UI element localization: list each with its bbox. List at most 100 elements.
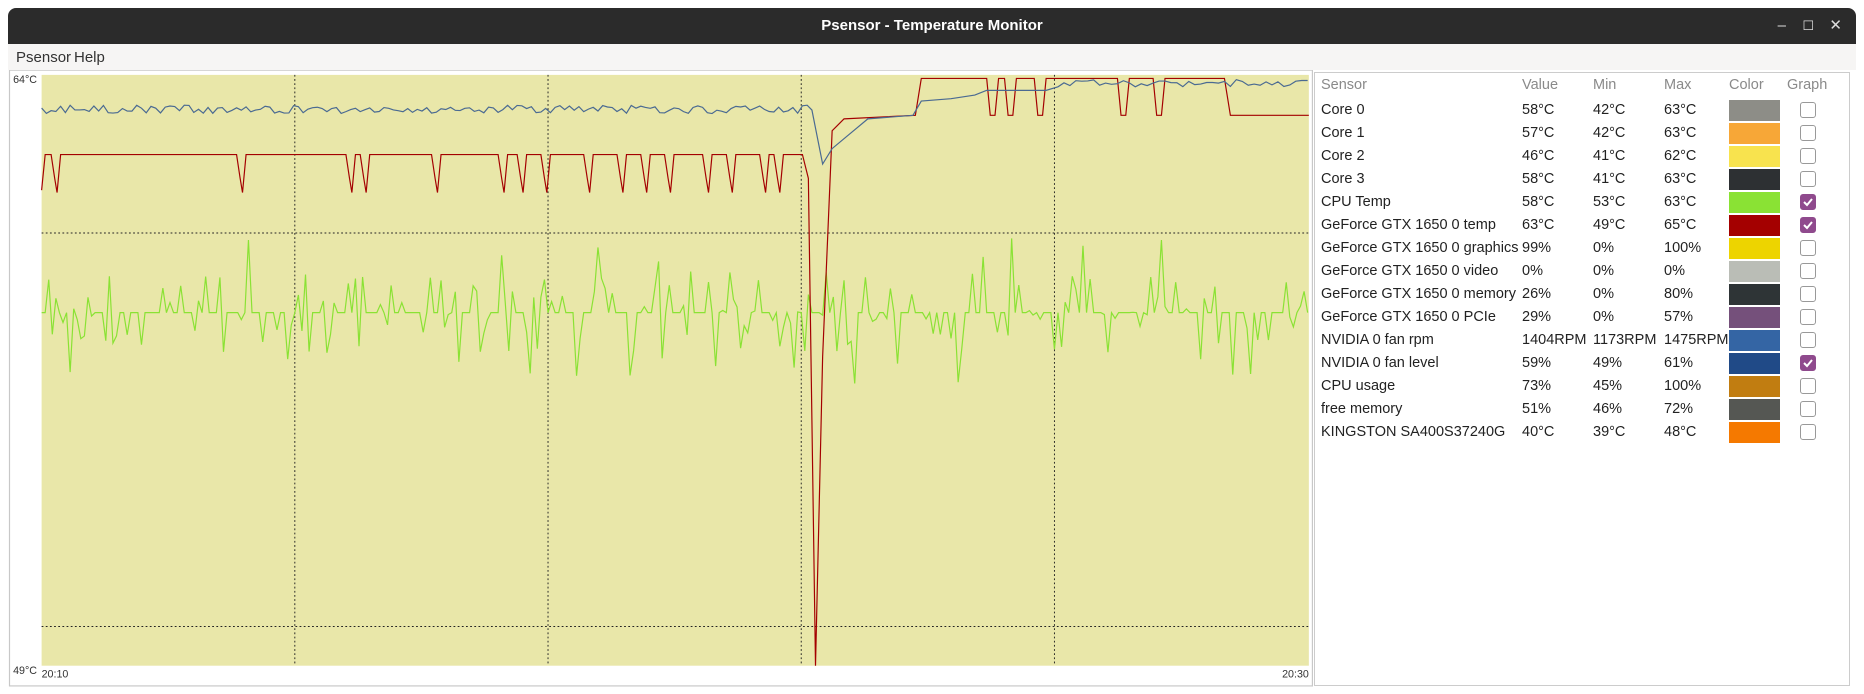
color-swatch[interactable] [1729, 399, 1780, 420]
cell-value: 59% [1522, 355, 1552, 371]
graph-checkbox[interactable] [1800, 378, 1816, 394]
cell-min: 0% [1593, 263, 1614, 279]
check-path [1803, 359, 1813, 368]
graph-checkbox[interactable] [1800, 286, 1816, 302]
graph-checkbox[interactable] [1800, 263, 1816, 279]
menu-bar: Psensor Help [8, 44, 1856, 70]
cell-max: 0% [1664, 263, 1685, 279]
graph-checkbox[interactable] [1800, 332, 1816, 348]
maximize-button[interactable]: ☐ [1802, 18, 1814, 33]
check-mark [1803, 198, 1813, 207]
menu-item[interactable]: Help [74, 49, 105, 66]
cell-sensor: GeForce GTX 1650 0 memory [1321, 286, 1517, 302]
cell-sensor: GeForce GTX 1650 0 PCIe [1321, 309, 1496, 325]
cell-value: 40°C [1522, 424, 1555, 440]
plot-area [41, 74, 1309, 666]
color-swatch[interactable] [1729, 192, 1780, 213]
cell-value: 57°C [1522, 125, 1555, 141]
color-swatch[interactable] [1729, 215, 1780, 236]
cell-max: 65°C [1664, 217, 1697, 233]
cell-value: 46°C [1522, 148, 1555, 164]
cell-sensor: NVIDIA 0 fan rpm [1321, 332, 1434, 348]
cell-max: 72% [1664, 401, 1694, 417]
cell-value: 29% [1522, 309, 1552, 325]
graph-checkbox[interactable] [1800, 240, 1816, 256]
graph-checkbox[interactable] [1800, 171, 1816, 187]
check-mark [1803, 359, 1813, 368]
graph-checkbox[interactable] [1800, 148, 1816, 164]
column-header[interactable]: Value [1522, 77, 1559, 93]
cell-min: 1173RPM [1593, 332, 1657, 348]
check-path [1803, 198, 1813, 207]
color-swatch[interactable] [1729, 422, 1780, 443]
cell-sensor: Core 2 [1321, 148, 1365, 164]
cell-max: 63°C [1664, 125, 1697, 141]
minimize-button[interactable]: – [1777, 17, 1786, 34]
column-header[interactable]: Min [1593, 77, 1617, 93]
cell-max: 57% [1664, 309, 1694, 325]
cell-max: 63°C [1664, 171, 1697, 187]
color-swatch[interactable] [1729, 123, 1780, 144]
cell-sensor: NVIDIA 0 fan level [1321, 355, 1439, 371]
y-min-label: 49°C [13, 665, 37, 677]
check-path [1803, 221, 1813, 230]
cell-max: 100% [1664, 240, 1702, 256]
graph-checkbox[interactable] [1800, 217, 1816, 233]
graph-checkbox[interactable] [1800, 309, 1816, 325]
cell-min: 45% [1593, 378, 1623, 394]
cell-sensor: GeForce GTX 1650 0 temp [1321, 217, 1496, 233]
cell-sensor: CPU Temp [1321, 194, 1391, 210]
cell-min: 39°C [1593, 424, 1626, 440]
column-header[interactable]: Graph [1787, 77, 1828, 93]
color-swatch[interactable] [1729, 376, 1780, 397]
cell-sensor: CPU usage [1321, 378, 1396, 394]
menu-item[interactable]: Psensor [16, 49, 72, 66]
x-end-label: 20:30 [1282, 669, 1309, 681]
color-swatch[interactable] [1729, 146, 1780, 167]
window-title: Psensor - Temperature Monitor [821, 17, 1043, 34]
column-header[interactable]: Sensor [1321, 77, 1367, 93]
color-swatch[interactable] [1729, 261, 1780, 282]
column-header[interactable]: Color [1729, 77, 1764, 93]
cell-min: 42°C [1593, 102, 1626, 118]
title-bar: Psensor - Temperature Monitor – ☐ ✕ [8, 8, 1856, 44]
cell-sensor: Core 1 [1321, 125, 1365, 141]
color-swatch[interactable] [1729, 100, 1780, 121]
cell-sensor: free memory [1321, 401, 1403, 417]
color-swatch[interactable] [1729, 353, 1780, 374]
close-button[interactable]: ✕ [1829, 17, 1842, 34]
cell-sensor: Core 3 [1321, 171, 1365, 187]
graph-checkbox[interactable] [1800, 401, 1816, 417]
graph-checkbox[interactable] [1800, 424, 1816, 440]
cell-max: 100% [1664, 378, 1702, 394]
cell-value: 99% [1522, 240, 1552, 256]
graph-checkbox[interactable] [1800, 102, 1816, 118]
cell-min: 49°C [1593, 217, 1626, 233]
cell-sensor: Core 0 [1321, 102, 1365, 118]
cell-min: 0% [1593, 240, 1614, 256]
sensor-lines [41, 77, 1309, 666]
color-swatch[interactable] [1729, 330, 1780, 351]
graph-checkbox[interactable] [1800, 194, 1816, 210]
graph-checkbox[interactable] [1800, 125, 1816, 141]
cell-value: 51% [1522, 401, 1552, 417]
cell-min: 53°C [1593, 194, 1626, 210]
cell-max: 63°C [1664, 194, 1697, 210]
graph-checkbox[interactable] [1800, 355, 1816, 371]
color-swatch[interactable] [1729, 238, 1780, 259]
cell-sensor: GeForce GTX 1650 0 video [1321, 263, 1499, 279]
cell-value: 58°C [1522, 194, 1555, 210]
cell-value: 58°C [1522, 171, 1555, 187]
column-header[interactable]: Max [1664, 77, 1692, 93]
cell-max: 63°C [1664, 102, 1697, 118]
y-max-label: 64°C [13, 74, 37, 86]
cell-max: 61% [1664, 355, 1694, 371]
cell-min: 41°C [1593, 171, 1626, 187]
cell-value: 63°C [1522, 217, 1555, 233]
cell-min: 42°C [1593, 125, 1626, 141]
color-swatch[interactable] [1729, 284, 1780, 305]
cell-value: 1404RPM [1522, 332, 1587, 348]
color-swatch[interactable] [1729, 169, 1780, 190]
grid [41, 74, 1309, 666]
color-swatch[interactable] [1729, 307, 1780, 328]
